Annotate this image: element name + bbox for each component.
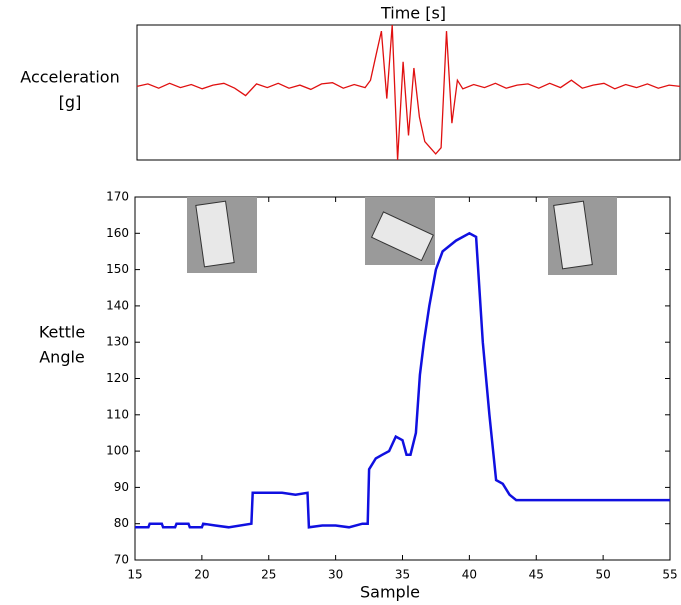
y-axis-label: [g] <box>59 93 82 112</box>
data-line <box>135 231 670 529</box>
y-tick-label: 80 <box>114 516 129 530</box>
x-tick-label: 20 <box>194 568 209 582</box>
y-tick-label: 150 <box>106 262 129 276</box>
y-tick-label: 70 <box>114 553 129 567</box>
x-tick-label: 50 <box>595 568 610 582</box>
y-tick-label: 100 <box>106 444 129 458</box>
y-tick-label: 110 <box>106 407 129 421</box>
y-tick-label: 170 <box>106 190 129 204</box>
chart-title: Time [s] <box>380 4 446 23</box>
y-tick-label: 130 <box>106 335 129 349</box>
y-tick-label: 160 <box>106 226 129 240</box>
x-tick-label: 25 <box>261 568 276 582</box>
thumbnails <box>187 197 617 275</box>
y-axis-label: Angle <box>39 348 85 367</box>
y-tick-label: 120 <box>106 371 129 385</box>
photo-detail <box>195 200 235 268</box>
x-axis-label: Sample <box>360 583 420 602</box>
y-axis-label: Acceleration <box>20 68 119 87</box>
plot-frame <box>136 24 681 161</box>
x-tick-label: 45 <box>529 568 544 582</box>
photo-detail <box>553 200 593 270</box>
x-tick-label: 15 <box>127 568 142 582</box>
y-axis-label: Kettle <box>39 323 85 342</box>
x-tick-label: 30 <box>328 568 343 582</box>
x-tick-label: 40 <box>462 568 477 582</box>
photo-detail <box>370 211 434 262</box>
data-line <box>136 24 681 161</box>
x-tick-label: 35 <box>395 568 410 582</box>
y-tick-label: 140 <box>106 298 129 312</box>
y-tick-label: 90 <box>114 480 129 494</box>
x-tick-label: 55 <box>662 568 677 582</box>
